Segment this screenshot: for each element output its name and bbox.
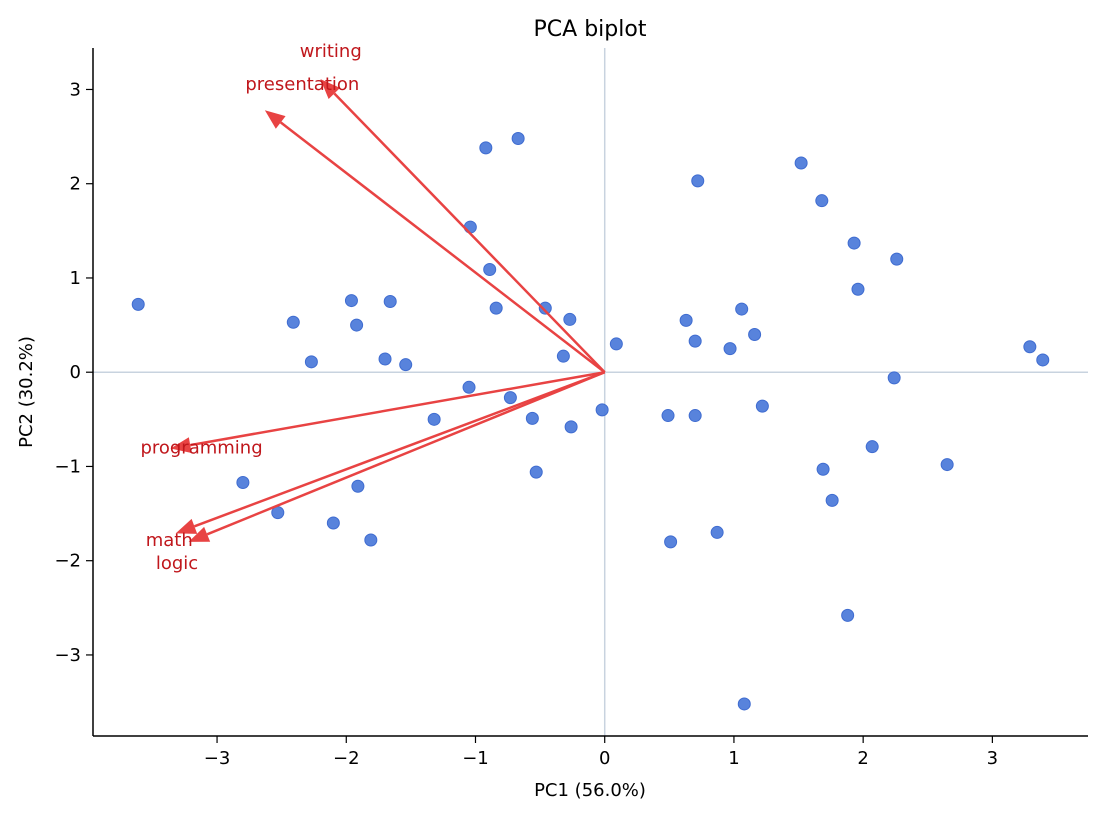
data-point bbox=[463, 220, 477, 234]
y-tick-label: −2 bbox=[54, 551, 81, 572]
loading-label-writing: writing bbox=[300, 41, 362, 62]
x-tick-label: −3 bbox=[204, 748, 231, 769]
data-point bbox=[609, 337, 623, 351]
x-axis-label: PC1 (56.0%) bbox=[534, 780, 646, 801]
data-point bbox=[350, 318, 364, 332]
loading-arrow-math bbox=[193, 371, 606, 528]
y-axis-label: PC2 (30.2%) bbox=[16, 336, 37, 448]
data-point bbox=[851, 282, 865, 296]
data-point bbox=[538, 301, 552, 315]
data-point bbox=[825, 493, 839, 507]
data-point bbox=[563, 312, 577, 326]
data-point bbox=[489, 301, 503, 315]
loading-arrow-writing bbox=[333, 92, 606, 374]
data-point bbox=[1036, 353, 1050, 367]
x-tick-label: 3 bbox=[987, 748, 998, 769]
data-point bbox=[378, 352, 392, 366]
data-point bbox=[887, 371, 901, 385]
data-point bbox=[131, 297, 145, 311]
x-tick-label: 2 bbox=[857, 748, 868, 769]
data-point bbox=[556, 349, 570, 363]
data-point bbox=[748, 328, 762, 342]
y-tick-label: 1 bbox=[70, 268, 81, 289]
data-point bbox=[841, 608, 855, 622]
data-point bbox=[462, 380, 476, 394]
loading-label-programming: programming bbox=[140, 438, 262, 459]
loading-label-presentation: presentation bbox=[245, 74, 359, 95]
data-point bbox=[483, 262, 497, 276]
y-tick-label: −3 bbox=[54, 645, 81, 666]
loading-arrow-presentation bbox=[279, 121, 606, 374]
arrowhead-math bbox=[175, 518, 198, 534]
data-point bbox=[1023, 340, 1037, 354]
y-tick-label: −1 bbox=[54, 456, 81, 477]
loading-arrow-logic bbox=[206, 371, 606, 536]
data-point bbox=[865, 440, 879, 454]
data-point bbox=[664, 535, 678, 549]
loading-arrow-programming bbox=[190, 370, 605, 447]
data-point bbox=[847, 236, 861, 250]
data-point bbox=[679, 313, 693, 327]
data-point bbox=[755, 399, 769, 413]
x-tick-label: −2 bbox=[333, 748, 360, 769]
y-tick-label: 3 bbox=[70, 79, 81, 100]
data-point bbox=[595, 403, 609, 417]
data-point bbox=[503, 391, 517, 405]
arrowhead-programming bbox=[170, 437, 192, 453]
data-point bbox=[427, 412, 441, 426]
data-point bbox=[364, 533, 378, 547]
chart-title: PCA biplot bbox=[534, 17, 647, 42]
data-point bbox=[383, 295, 397, 309]
data-point bbox=[710, 525, 724, 539]
x-tick-label: −1 bbox=[462, 748, 489, 769]
loading-label-math: math bbox=[146, 530, 193, 551]
x-tick-label: 0 bbox=[599, 748, 610, 769]
data-point bbox=[735, 302, 749, 316]
data-point bbox=[525, 411, 539, 425]
data-point bbox=[890, 252, 904, 266]
y-tick-label: 2 bbox=[70, 174, 81, 195]
data-point bbox=[564, 420, 578, 434]
data-point bbox=[794, 156, 808, 170]
arrowhead-logic bbox=[188, 526, 211, 542]
data-point bbox=[529, 465, 543, 479]
y-tick-label: 0 bbox=[70, 362, 81, 383]
data-point bbox=[304, 355, 318, 369]
data-point bbox=[688, 409, 702, 423]
x-tick-label: 1 bbox=[728, 748, 739, 769]
data-point bbox=[511, 131, 525, 145]
data-point bbox=[399, 358, 413, 372]
loading-label-logic: logic bbox=[156, 553, 198, 574]
data-point bbox=[816, 462, 830, 476]
data-point bbox=[691, 174, 705, 188]
data-point bbox=[344, 294, 358, 308]
data-point bbox=[815, 194, 829, 208]
data-point bbox=[737, 697, 751, 711]
data-point bbox=[723, 342, 737, 356]
data-point bbox=[326, 516, 340, 530]
data-point bbox=[286, 315, 300, 329]
data-point bbox=[688, 334, 702, 348]
arrowhead-writing bbox=[320, 79, 341, 100]
data-point bbox=[351, 479, 365, 493]
data-point bbox=[940, 458, 954, 472]
data-point bbox=[236, 475, 250, 489]
arrowhead-presentation bbox=[264, 110, 286, 129]
data-point bbox=[479, 141, 493, 155]
data-point bbox=[661, 409, 675, 423]
